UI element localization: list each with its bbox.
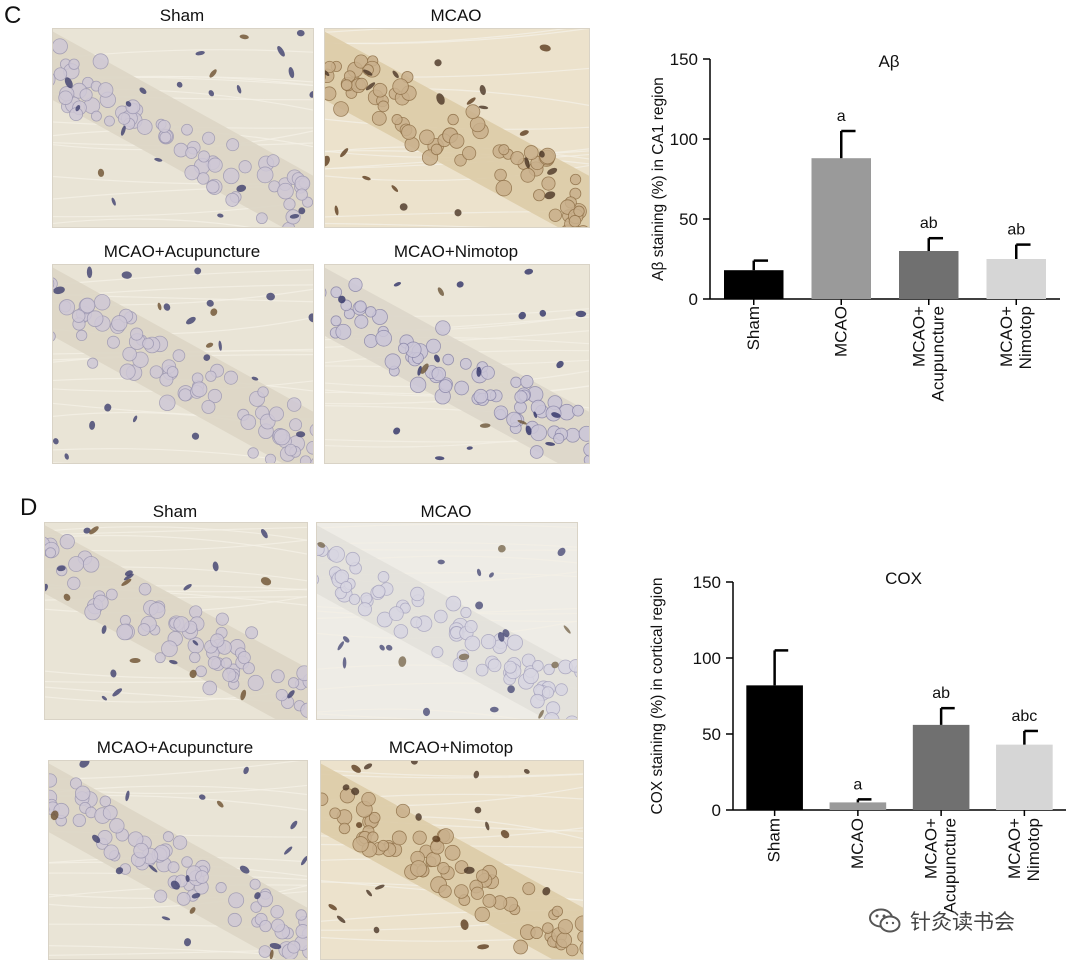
panel-d-micrograph-mcao-acupuncture [48,760,308,960]
panel-c-label-mcao: MCAO [430,6,482,25]
panel-d-micrograph-mcao [316,522,578,720]
svg-text:MCAO: MCAO [848,818,867,869]
chart-title: COX [885,569,922,588]
x-tick-label: MCAO+ Acupuncture [909,306,947,402]
bar [724,270,784,299]
y-tick-label: 150 [670,50,698,69]
y-tick-label: 50 [702,725,721,744]
panel-c-label-mcao-acupuncture: MCAO+Acupuncture [103,242,261,261]
y-axis-label: COX staining (%) in cortical region [649,578,666,815]
bar [912,724,970,810]
panel-d-micrograph-sham [44,522,308,720]
panel-c-label-sham: Sham [159,6,205,25]
bar-annotation: ab [920,215,938,232]
micrograph-texture [45,523,307,719]
y-tick-label: 150 [693,573,721,592]
chart-title: Aβ [878,52,899,71]
bar-annotation: a [853,776,862,793]
bar [899,251,959,299]
x-tick-label: MCAO+ Acupuncture [922,818,960,914]
svg-text:MCAO+: MCAO+ [1005,818,1024,879]
svg-text:Sham: Sham [744,306,763,350]
x-tick-label: MCAO [831,306,850,357]
y-tick-label: 100 [693,649,721,668]
svg-text:MCAO: MCAO [831,306,850,357]
y-tick-label: 0 [689,290,698,309]
y-tick-label: 100 [670,130,698,149]
panel-c-micrograph-sham [52,28,314,228]
panel-d-label-mcao: MCAO [420,502,472,521]
wechat-icon [869,908,901,933]
panel-c-label-mcao-nimotop: MCAO+Nimotop [393,242,519,261]
micrograph-texture [317,523,577,719]
micrograph-texture [325,265,589,463]
panel-c-micrograph-mcao-nimotop [324,264,590,464]
x-tick-label: MCAO+ Nimotop [1005,818,1043,881]
micrograph-texture [53,29,313,227]
svg-text:MCAO+: MCAO+ [997,306,1016,367]
micrograph-texture [49,761,307,959]
bar [829,802,887,810]
chart-abeta: 0 50 100 150 Aβ Aβ staining (%) in CA1 region… [650,50,1060,401]
bar [986,259,1046,299]
svg-text:Acupuncture: Acupuncture [928,306,947,401]
svg-text:Nimotop: Nimotop [1024,818,1043,881]
panel-letter-d: D [20,494,38,521]
y-tick-label: 50 [679,210,698,229]
bar-annotation: abc [1011,708,1037,725]
x-tick-label: Sham [744,306,763,350]
watermark-text: 针灸读书会 [910,910,1015,934]
y-axis-label: Aβ staining (%) in CA1 region [650,77,667,281]
y-tick-label: 0 [712,801,721,820]
micrograph-texture [321,761,583,959]
micrograph-texture [53,265,313,463]
micrograph-texture [325,29,589,227]
panel-d-label-mcao-acupuncture: MCAO+Acupuncture [96,738,254,757]
x-tick-label: MCAO+ Nimotop [997,306,1035,369]
x-tick-label: Sham [765,818,784,862]
panel-c-micrograph-mcao-acupuncture [52,264,314,464]
bar-annotation: ab [932,685,950,702]
bar [811,158,871,299]
svg-text:MCAO+: MCAO+ [909,306,928,367]
bar-annotation: a [837,108,846,125]
x-tick-label: MCAO [848,818,867,869]
bar [746,685,803,810]
bar-annotation: ab [1007,222,1025,239]
svg-text:Sham: Sham [765,818,784,862]
chart-cox: 0 50 100 150 COX COX staining (%) in cortical… [649,569,1066,913]
panel-d-micrograph-mcao-nimotop [320,760,584,960]
bar [996,744,1053,810]
watermark: 针灸读书会 [868,904,1068,938]
svg-text:Acupuncture: Acupuncture [941,818,960,913]
panel-d-label-sham: Sham [152,502,198,521]
panel-d-label-mcao-nimotop: MCAO+Nimotop [388,738,514,757]
panel-c-micrograph-mcao [324,28,590,228]
svg-text:Nimotop: Nimotop [1016,306,1035,369]
svg-text:MCAO+: MCAO+ [922,818,941,879]
panel-letter-c: C [4,2,22,29]
